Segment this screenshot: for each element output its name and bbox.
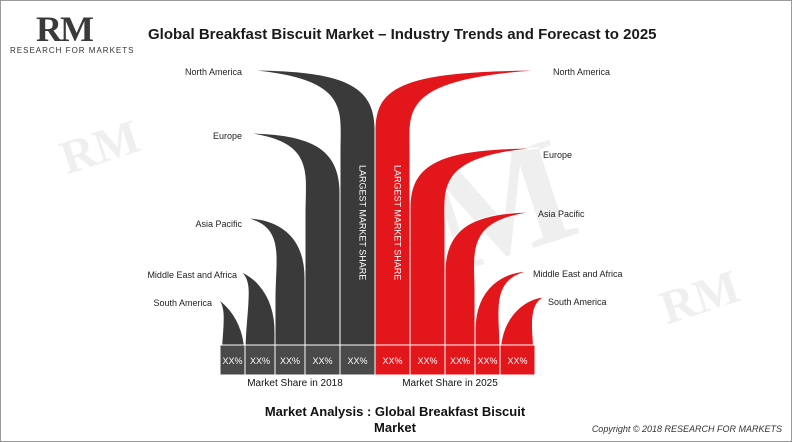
left-value-bar [304,344,341,376]
left-region-label: Middle East and Africa [147,270,237,280]
left-value-label: XX% [222,356,242,366]
right-value-bar [474,344,501,376]
right-value-bar [444,344,476,376]
right-value-bar [499,344,536,376]
left-region-label: Asia Pacific [195,219,242,229]
left-region-shape [244,132,341,346]
right-region-label: South America [548,297,607,307]
logo-mark: RM [36,9,94,49]
left-highlight-label: LARGEST MARKET SHARE [358,165,368,280]
right-value-label: XX% [507,356,527,366]
logo-subtext: RESEARCH FOR MARKETS [10,46,135,55]
right-region-label: Middle East and Africa [533,269,623,279]
left-value-label: XX% [347,356,367,366]
left-region-shape [239,271,276,353]
left-value-label: XX% [280,356,300,366]
right-value-label: XX% [477,356,497,366]
right-value-bar [374,344,411,376]
logo: RM RESEARCH FOR MARKETS [10,8,140,55]
right-series-label: Market Share in 2025 [402,378,498,389]
left-region-label: South America [153,298,212,308]
right-region-shape [409,147,541,346]
left-series-label: Market Share in 2018 [247,378,343,389]
left-value-bar [244,344,276,376]
right-region-label: Europe [543,150,572,160]
right-highlight-label: LARGEST MARKET SHARE [393,165,403,280]
footer-title-line2: Market [374,420,416,435]
right-region-label: Asia Pacific [538,209,585,219]
page-title: Global Breakfast Biscuit Market – Indust… [148,26,657,43]
right-region-label: North America [553,67,610,77]
left-value-label: XX% [250,356,270,366]
right-value-label: XX% [417,356,437,366]
footer-title-line1: Market Analysis : Global Breakfast Biscu… [264,404,526,419]
right-region-shape [474,270,531,352]
right-region-shape [444,211,536,346]
right-value-label: XX% [382,356,402,366]
left-value-label: XX% [312,356,332,366]
copyright: Copyright © 2018 RESEARCH FOR MARKETS [591,424,782,434]
left-region-label: Europe [213,131,242,141]
left-region-label: North America [185,67,242,77]
right-value-label: XX% [450,356,470,366]
left-region-shape [244,69,376,346]
left-region-shape [244,217,306,346]
footer-title: Market Analysis : Global Breakfast Biscu… [230,404,560,436]
